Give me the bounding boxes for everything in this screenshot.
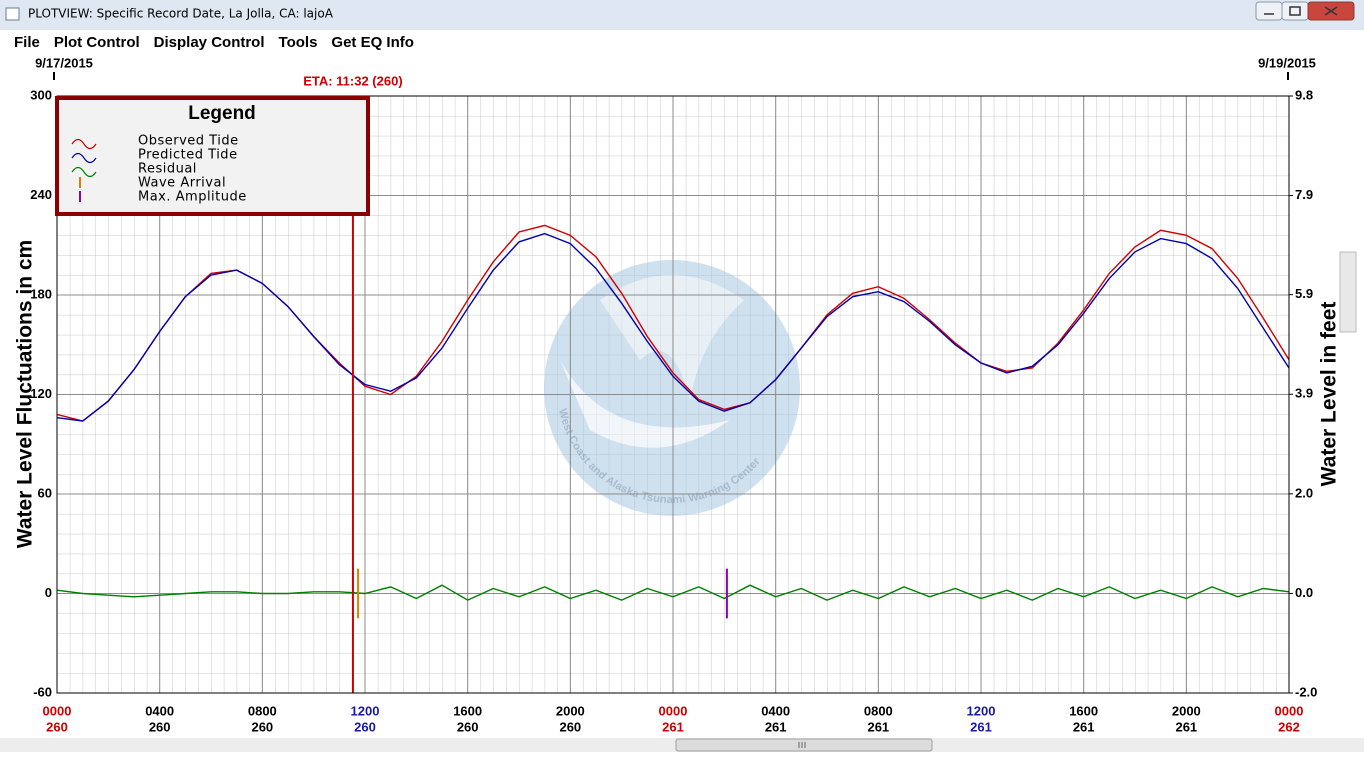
x-tick-day: 261: [662, 719, 684, 734]
x-tick-label: 1600: [453, 703, 482, 718]
title-bar: [0, 0, 1364, 30]
x-tick-label: 1200: [967, 703, 996, 718]
x-tick-label: 0000: [1275, 703, 1304, 718]
scrollbar-thumb[interactable]: [675, 738, 933, 752]
y2-axis-title: Water Level in feet: [1318, 302, 1341, 487]
y2-tick-label: 0.0: [1295, 585, 1313, 600]
menu-item[interactable]: Display Control: [154, 34, 265, 51]
x-tick-day: 261: [1073, 719, 1095, 734]
y2-tick-label: 9.8: [1295, 87, 1313, 102]
y-tick-label: 240: [30, 187, 52, 202]
legend-swatch: [71, 138, 97, 150]
minimize-button[interactable]: [1255, 1, 1283, 21]
y-tick-label: 180: [30, 286, 52, 301]
x-tick-day: 262: [1278, 719, 1300, 734]
maximize-button[interactable]: [1281, 1, 1309, 21]
x-tick-label: 1200: [351, 703, 380, 718]
start-date: 9/17/2015: [35, 55, 93, 70]
legend-swatch: [71, 152, 97, 164]
x-tick-label: 0000: [659, 703, 688, 718]
y2-tick-label: -2.0: [1295, 684, 1317, 699]
y2-tick-label: 7.9: [1295, 187, 1313, 202]
menu-item[interactable]: File: [14, 34, 40, 51]
y2-tick-label: 2.0: [1295, 485, 1313, 500]
y2-tick-label: 5.9: [1295, 286, 1313, 301]
end-date: 9/19/2015: [1258, 55, 1316, 70]
window-title: PLOTVIEW: Specific Record Date, La Jolla…: [28, 7, 334, 21]
y-tick-label: 0: [45, 585, 52, 600]
menu-bar: [0, 30, 1364, 56]
x-tick-day: 260: [457, 719, 479, 734]
x-tick-label: 0400: [145, 703, 174, 718]
y-tick-label: 300: [30, 87, 52, 102]
menu-item[interactable]: Plot Control: [54, 34, 140, 51]
x-tick-label: 2000: [556, 703, 585, 718]
menu-item[interactable]: Tools: [279, 34, 318, 51]
legend-label: Wave Arrival: [138, 176, 226, 191]
y-tick-label: -60: [33, 684, 52, 699]
series-line: [56, 232, 1290, 422]
x-tick-day: 260: [46, 719, 68, 734]
y-tick-label: 60: [38, 485, 52, 500]
x-tick-label: 0400: [761, 703, 790, 718]
x-tick-label: 1600: [1069, 703, 1098, 718]
x-tick-day: 260: [354, 719, 376, 734]
x-tick-label: 0000: [43, 703, 72, 718]
x-tick-day: 261: [765, 719, 787, 734]
legend-swatch: [71, 166, 97, 178]
x-tick-day: 260: [251, 719, 273, 734]
x-tick-label: 0800: [248, 703, 277, 718]
legend: [55, 96, 370, 216]
menu-item[interactable]: Get EQ Info: [331, 34, 414, 51]
x-tick-day: 261: [970, 719, 992, 734]
legend-label: Residual: [138, 162, 197, 177]
x-tick-label: 2000: [1172, 703, 1201, 718]
x-tick-label: 0800: [864, 703, 893, 718]
y-axis-title: Water Level Fluctuations in cm: [14, 240, 37, 548]
series-line: [56, 584, 1290, 601]
x-tick-day: 260: [559, 719, 581, 734]
legend-label: Observed Tide: [138, 134, 239, 149]
menu: File Plot Control Display Control Tools Get …: [14, 34, 414, 51]
x-tick-day: 261: [867, 719, 889, 734]
watermark: West Coast and Alaska Tsunami Warning Ce…: [544, 260, 800, 516]
eta-label: ETA: 11:32 (260): [303, 73, 402, 88]
legend-label: Max. Amplitude: [138, 190, 247, 205]
x-tick-day: 260: [149, 719, 171, 734]
y2-tick-label: 3.9: [1295, 386, 1313, 401]
x-tick-day: 261: [1175, 719, 1197, 734]
y-tick-label: 120: [30, 386, 52, 401]
legend-label: Predicted Tide: [138, 148, 238, 163]
legend-title: Legend: [188, 103, 256, 124]
app-icon: [5, 7, 20, 21]
side-scroll[interactable]: [1339, 251, 1357, 333]
